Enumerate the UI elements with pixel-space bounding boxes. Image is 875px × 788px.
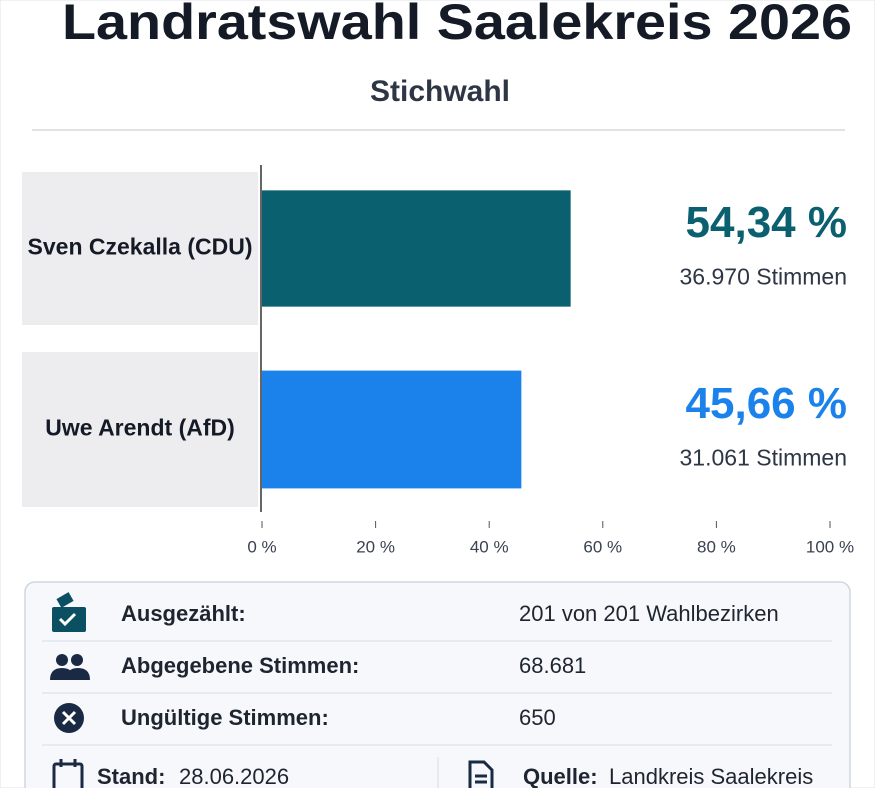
x-tick-label: 40 % <box>470 537 509 556</box>
label-box <box>22 172 258 325</box>
value-label: 54,34 % <box>686 198 847 247</box>
footer-label: Stand: <box>97 764 165 788</box>
votes-label: 31.061 Stimmen <box>680 445 847 471</box>
info-value: 650 <box>519 705 556 730</box>
info-value: 201 von 201 Wahlbezirken <box>519 601 779 626</box>
chart-subtitle: Stichwahl <box>370 75 510 108</box>
people-icon <box>50 654 90 680</box>
document-icon <box>468 760 494 788</box>
info-value: 68.681 <box>519 653 586 678</box>
bar <box>262 370 522 489</box>
info-label: Ausgezählt: <box>121 601 246 626</box>
x-tick-label: 20 % <box>356 537 395 556</box>
chart-area: Sven Czekalla (CDU) 54,34 % 36.970 Stimmen… <box>22 165 854 556</box>
x-tick-label: 0 % <box>247 537 276 556</box>
x-tick-label: 100 % <box>806 537 854 556</box>
calendar-icon <box>52 759 84 788</box>
info-label: Ungültige Stimmen: <box>121 705 329 730</box>
footer-value: 28.06.2026 <box>179 764 289 788</box>
x-tick-label: 60 % <box>583 537 622 556</box>
chart-title: Landratswahl Saalekreis 2026 <box>62 0 852 50</box>
ballot-icon <box>52 592 86 632</box>
votes-label: 36.970 Stimmen <box>680 264 847 290</box>
info-panel <box>24 581 851 788</box>
footer-value: Landkreis Saalekreis <box>609 764 813 788</box>
footer-label: Quelle: <box>523 764 598 788</box>
category-label: Uwe Arendt (AfD) <box>45 415 235 441</box>
category-label: Sven Czekalla (CDU) <box>28 234 253 260</box>
bar <box>262 190 571 307</box>
label-box <box>22 352 258 507</box>
value-label: 45,66 % <box>686 379 847 428</box>
x-tick-label: 80 % <box>697 537 736 556</box>
info-label: Abgegebene Stimmen: <box>121 653 359 678</box>
invalid-icon <box>54 703 84 733</box>
